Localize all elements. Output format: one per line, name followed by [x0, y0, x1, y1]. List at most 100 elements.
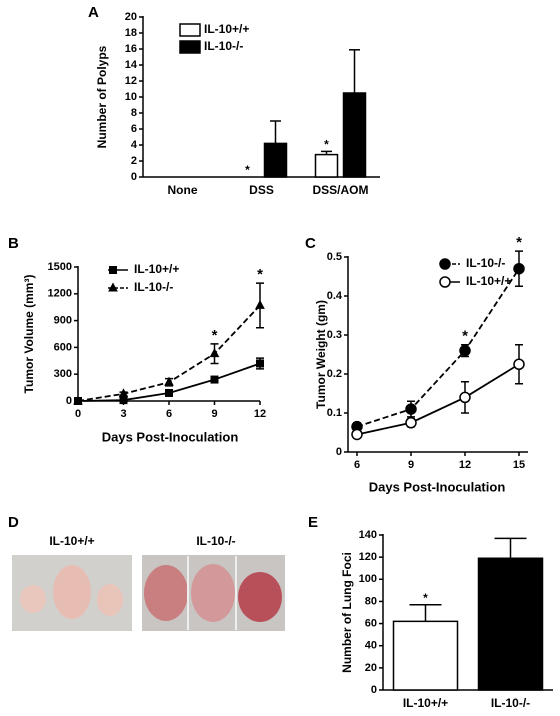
error-bar — [409, 604, 442, 622]
y-tick-label: 0 — [131, 171, 137, 183]
bar — [392, 620, 459, 691]
y-tick-label: 14 — [125, 59, 138, 71]
y-tick-label: 900 — [54, 315, 72, 327]
x-tick-label: 9 — [408, 459, 414, 471]
significance-marker: * — [423, 591, 428, 605]
x-tick-label: 12 — [254, 408, 266, 420]
y-tick-label: 60 — [365, 617, 377, 629]
y-tick-label: 8 — [131, 107, 137, 119]
panel-letter: A — [88, 4, 99, 21]
tumor — [238, 572, 282, 622]
y-tick-label: 4 — [131, 139, 138, 151]
bar — [342, 92, 367, 178]
line — [77, 304, 261, 402]
panel-letter: B — [8, 235, 19, 252]
y-tick-label: 10 — [125, 91, 137, 103]
x-tick-label: IL-10+/+ — [403, 696, 448, 710]
y-tick-label: 16 — [125, 43, 137, 55]
y-tick-label: 0 — [371, 684, 377, 696]
legend-label: IL-10-/- — [204, 39, 243, 53]
point — [118, 388, 129, 398]
legend-label: IL-10+/+ — [204, 22, 249, 36]
tumor — [53, 565, 91, 619]
photo-label: IL-10-/- — [196, 534, 235, 548]
significance-marker: * — [324, 138, 329, 152]
y-tick-label: 1200 — [48, 288, 72, 300]
legend-marker — [109, 266, 117, 274]
significance-marker: * — [516, 234, 522, 251]
x-axis-label: Days Post-Inoculation — [102, 429, 239, 444]
point — [405, 403, 417, 415]
y-tick-label: 140 — [359, 529, 377, 541]
legend-swatch — [179, 23, 201, 37]
bar — [477, 557, 544, 691]
y-tick-label: 300 — [54, 368, 72, 380]
x-tick-label: 15 — [513, 459, 525, 471]
point — [351, 428, 363, 441]
y-tick-label: 2 — [131, 155, 137, 167]
y-tick-label: 600 — [54, 341, 72, 353]
y-tick-label: 20 — [125, 11, 137, 23]
legend-label: IL-10+/+ — [466, 274, 511, 288]
panel-letter: E — [308, 514, 318, 531]
y-tick-label: 80 — [365, 595, 377, 607]
error-bar — [270, 120, 281, 144]
y-axis-label: Tumor Weight (gm) — [314, 300, 328, 409]
point — [255, 299, 265, 309]
y-tick-label: 20 — [365, 662, 377, 674]
x-tick-label: 6 — [166, 408, 172, 420]
point — [73, 395, 83, 405]
y-tick-label: 6 — [131, 123, 137, 135]
y-tick-label: 120 — [359, 551, 377, 563]
legend-label: IL-10-/- — [134, 280, 173, 294]
y-tick-label: 1500 — [48, 261, 72, 273]
y-tick-label: 0 — [336, 446, 342, 458]
bar — [263, 142, 288, 178]
photo-panel: D IL-10+/+ IL-10-/- — [8, 514, 285, 631]
legend-marker — [439, 276, 451, 288]
point — [405, 417, 417, 429]
point — [119, 396, 128, 405]
line — [356, 363, 520, 436]
panel-letter: C — [305, 235, 316, 252]
x-tick-label: DSS — [249, 183, 274, 197]
tumor — [144, 565, 188, 621]
y-tick-label: 0.2 — [327, 368, 342, 380]
panel-letter: D — [8, 514, 19, 531]
tumor — [97, 584, 123, 616]
tumor — [191, 564, 235, 622]
point — [513, 262, 525, 275]
y-axis-label: Tumor Volume (mm³) — [22, 275, 36, 394]
y-tick-label: 100 — [359, 573, 377, 585]
error-bar — [321, 150, 332, 155]
tumor — [20, 585, 46, 613]
y-tick-label: 40 — [365, 640, 377, 652]
point — [513, 358, 525, 370]
point — [256, 359, 264, 368]
legend-marker — [108, 282, 118, 292]
y-axis-label: Number of Polyps — [95, 45, 109, 148]
photo-label: IL-10+/+ — [49, 534, 94, 548]
point — [209, 348, 220, 358]
y-tick-label: 12 — [125, 75, 137, 87]
x-tick-label: 12 — [459, 459, 471, 471]
legend-label: IL-10+/+ — [134, 262, 179, 276]
point — [459, 344, 471, 357]
x-tick-label: 3 — [120, 408, 126, 420]
point — [459, 391, 471, 404]
x-tick-label: 0 — [75, 408, 81, 420]
bar — [314, 153, 339, 178]
x-tick-label: DSS/AOM — [312, 183, 368, 197]
y-tick-label: 18 — [125, 27, 137, 39]
legend-marker — [439, 258, 451, 270]
y-tick-label: 0.4 — [327, 290, 343, 302]
y-tick-label: 0.3 — [327, 329, 342, 341]
point — [165, 388, 173, 397]
y-tick-label: 0 — [66, 395, 72, 407]
x-axis-label: Days Post-Inoculation — [369, 479, 506, 494]
x-tick-label: 9 — [211, 408, 217, 420]
x-tick-label: IL-10-/- — [491, 696, 530, 710]
point — [210, 375, 219, 384]
y-axis-label: Number of Lung Foci — [340, 552, 354, 673]
